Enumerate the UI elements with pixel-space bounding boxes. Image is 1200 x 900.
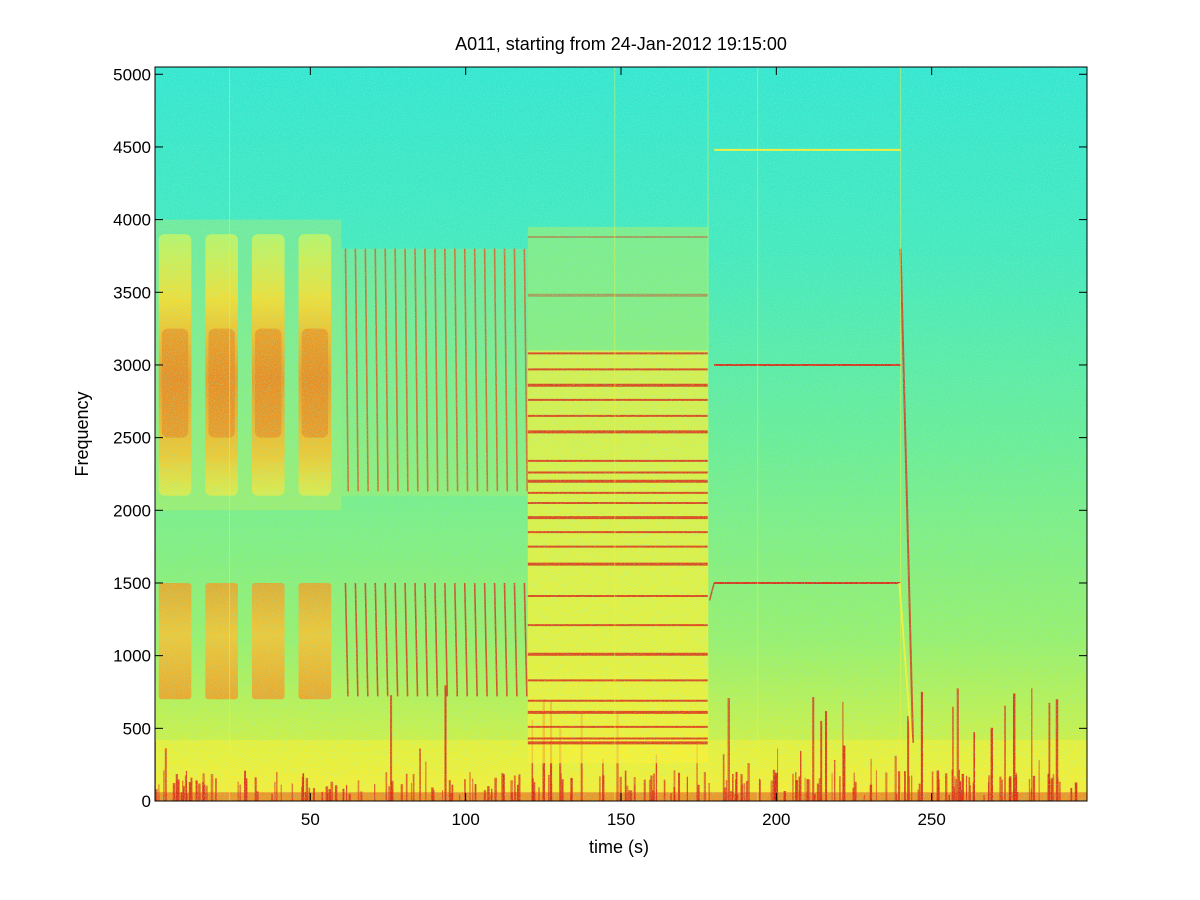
y-tick-label: 4500 (113, 138, 151, 157)
spectrogram-noise-texture (155, 67, 1087, 801)
y-tick-label: 3500 (113, 283, 151, 302)
y-tick-label: 500 (123, 719, 151, 738)
x-tick-label: 100 (451, 810, 479, 829)
x-tick-label: 200 (762, 810, 790, 829)
x-axis-label: time (s) (589, 837, 649, 857)
y-tick-label: 2500 (113, 429, 151, 448)
y-axis: 0 500 1000 1500 2000 2500 3000 3500 4000 4500 5000 (113, 65, 1087, 811)
y-tick-label: 1000 (113, 647, 151, 666)
chart-title: A011, starting from 24-Jan-2012 19:15:00 (455, 34, 787, 54)
x-tick-label: 150 (607, 810, 635, 829)
x-tick-label: 250 (917, 810, 945, 829)
y-tick-label: 1500 (113, 574, 151, 593)
y-axis-label: Frequency (72, 391, 92, 476)
y-tick-label: 2000 (113, 501, 151, 520)
plot-area (155, 67, 1087, 801)
x-tick-label: 50 (301, 810, 320, 829)
y-tick-label: 0 (142, 792, 151, 811)
y-tick-label: 4000 (113, 211, 151, 230)
y-tick-label: 5000 (113, 65, 151, 84)
x-axis: 50 100 150 200 250 (301, 67, 946, 829)
y-tick-label: 3000 (113, 356, 151, 375)
